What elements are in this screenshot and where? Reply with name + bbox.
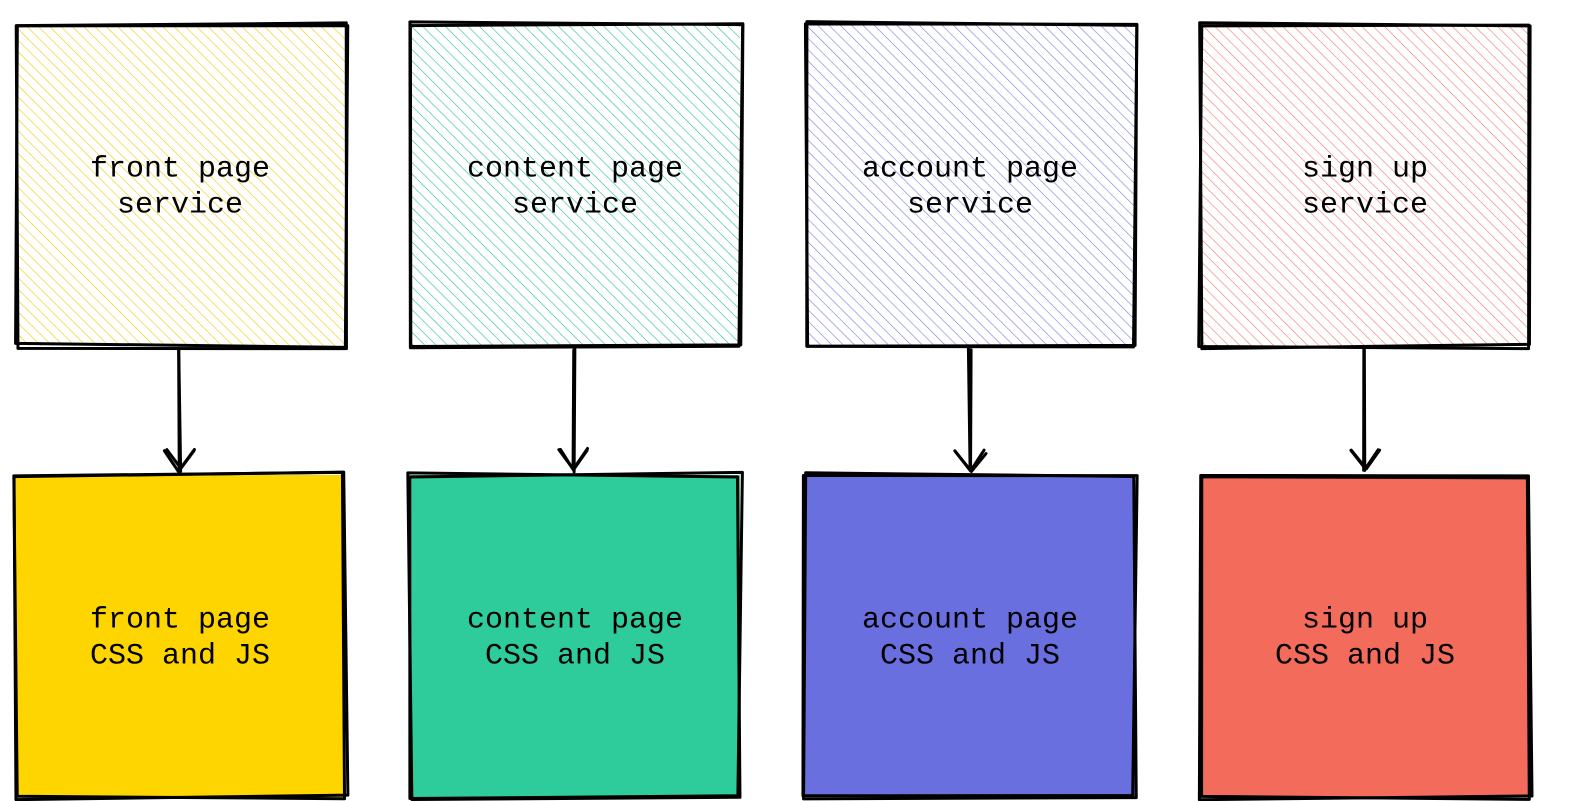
diagram-canvas: front pageservicefront pageCSS and JScon… [0,0,1577,801]
arrow-content [559,350,588,472]
arrow-account [955,349,986,472]
arrow-signup [1351,348,1380,470]
arrow-front [164,349,194,472]
